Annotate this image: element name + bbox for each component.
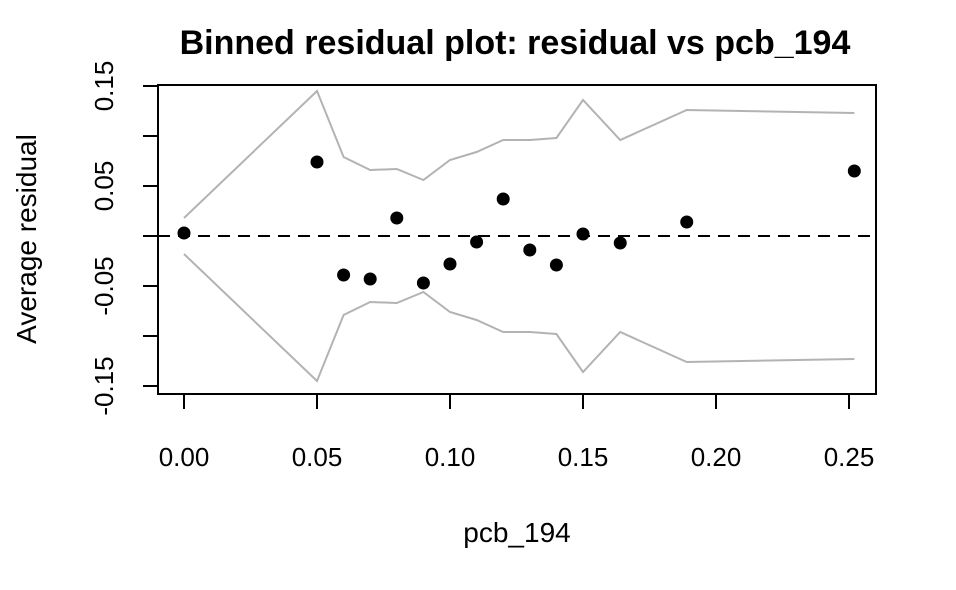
data-point bbox=[576, 227, 590, 241]
x-tick-label: 0.20 bbox=[691, 442, 742, 472]
data-point bbox=[470, 235, 484, 249]
data-point bbox=[549, 258, 563, 272]
data-point bbox=[390, 211, 404, 225]
x-tick-label: 0.15 bbox=[558, 442, 609, 472]
data-point bbox=[416, 276, 430, 290]
data-point bbox=[496, 192, 510, 206]
y-tick-label: -0.05 bbox=[89, 256, 119, 315]
upper-bound-line bbox=[183, 89, 855, 219]
bounds-layer bbox=[183, 89, 855, 383]
lower-bound-line bbox=[183, 253, 855, 383]
data-point bbox=[310, 155, 324, 169]
x-axis: 0.00 0.05 0.10 0.15 0.20 0.25 bbox=[159, 393, 875, 472]
data-point bbox=[363, 272, 377, 286]
plot-frame bbox=[157, 84, 877, 395]
x-tick-label: 0.05 bbox=[292, 442, 343, 472]
data-point bbox=[523, 243, 537, 257]
y-axis: -0.15 -0.05 0.05 0.15 bbox=[89, 61, 159, 416]
data-point bbox=[613, 236, 627, 250]
y-axis-label: Average residual bbox=[11, 134, 42, 344]
data-point bbox=[177, 226, 191, 240]
data-point bbox=[337, 268, 351, 282]
x-tick-label: 0.00 bbox=[159, 442, 210, 472]
chart-title: Binned residual plot: residual vs pcb_19… bbox=[180, 24, 851, 62]
data-point bbox=[847, 164, 861, 178]
y-tick-label: 0.15 bbox=[89, 61, 119, 112]
data-point bbox=[680, 215, 694, 229]
points-layer bbox=[177, 155, 861, 290]
y-tick-label: -0.15 bbox=[89, 356, 119, 415]
x-tick-label: 0.10 bbox=[425, 442, 476, 472]
x-axis-label: pcb_194 bbox=[463, 517, 570, 548]
x-tick-label: 0.25 bbox=[824, 442, 875, 472]
y-tick-label: 0.05 bbox=[89, 161, 119, 212]
data-point bbox=[443, 257, 457, 271]
